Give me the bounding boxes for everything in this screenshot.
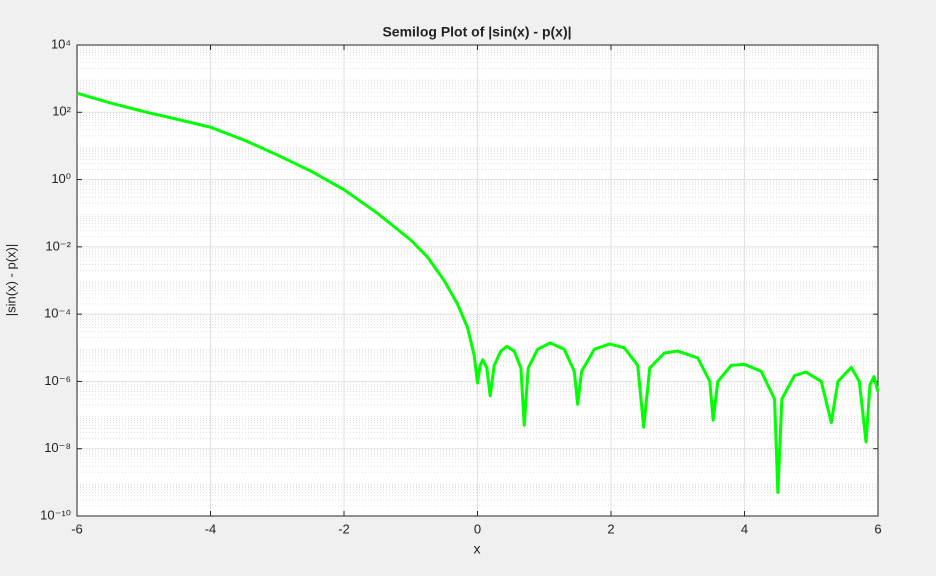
- x-tick-label: 6: [874, 521, 881, 536]
- line-series: [76, 91, 880, 494]
- x-axis-label: x: [474, 541, 481, 557]
- x-tick-label: -4: [205, 521, 217, 536]
- y-tick-label: 10⁻⁶: [44, 373, 71, 388]
- y-tick-label: 10⁻²: [45, 238, 71, 253]
- x-tick-label: -6: [71, 521, 83, 536]
- y-tick-label: 10²: [52, 104, 71, 119]
- y-tick-label: 10⁴: [51, 36, 71, 51]
- x-tick-label: 4: [741, 521, 748, 536]
- y-axis-label: |sin(x) - p(x)|: [3, 244, 18, 316]
- y-tick-label: 10⁻⁸: [44, 440, 71, 455]
- axes-box: [76, 44, 879, 517]
- x-tick-label: 2: [607, 521, 614, 536]
- y-tick-label: 10⁰: [51, 171, 71, 186]
- chart-title: Semilog Plot of |sin(x) - p(x)|: [382, 24, 571, 40]
- x-tick-label: -2: [338, 521, 350, 536]
- x-tick-label: 0: [474, 521, 481, 536]
- y-tick-label: 10⁻¹⁰: [40, 507, 71, 522]
- y-tick-label: 10⁻⁴: [44, 306, 71, 321]
